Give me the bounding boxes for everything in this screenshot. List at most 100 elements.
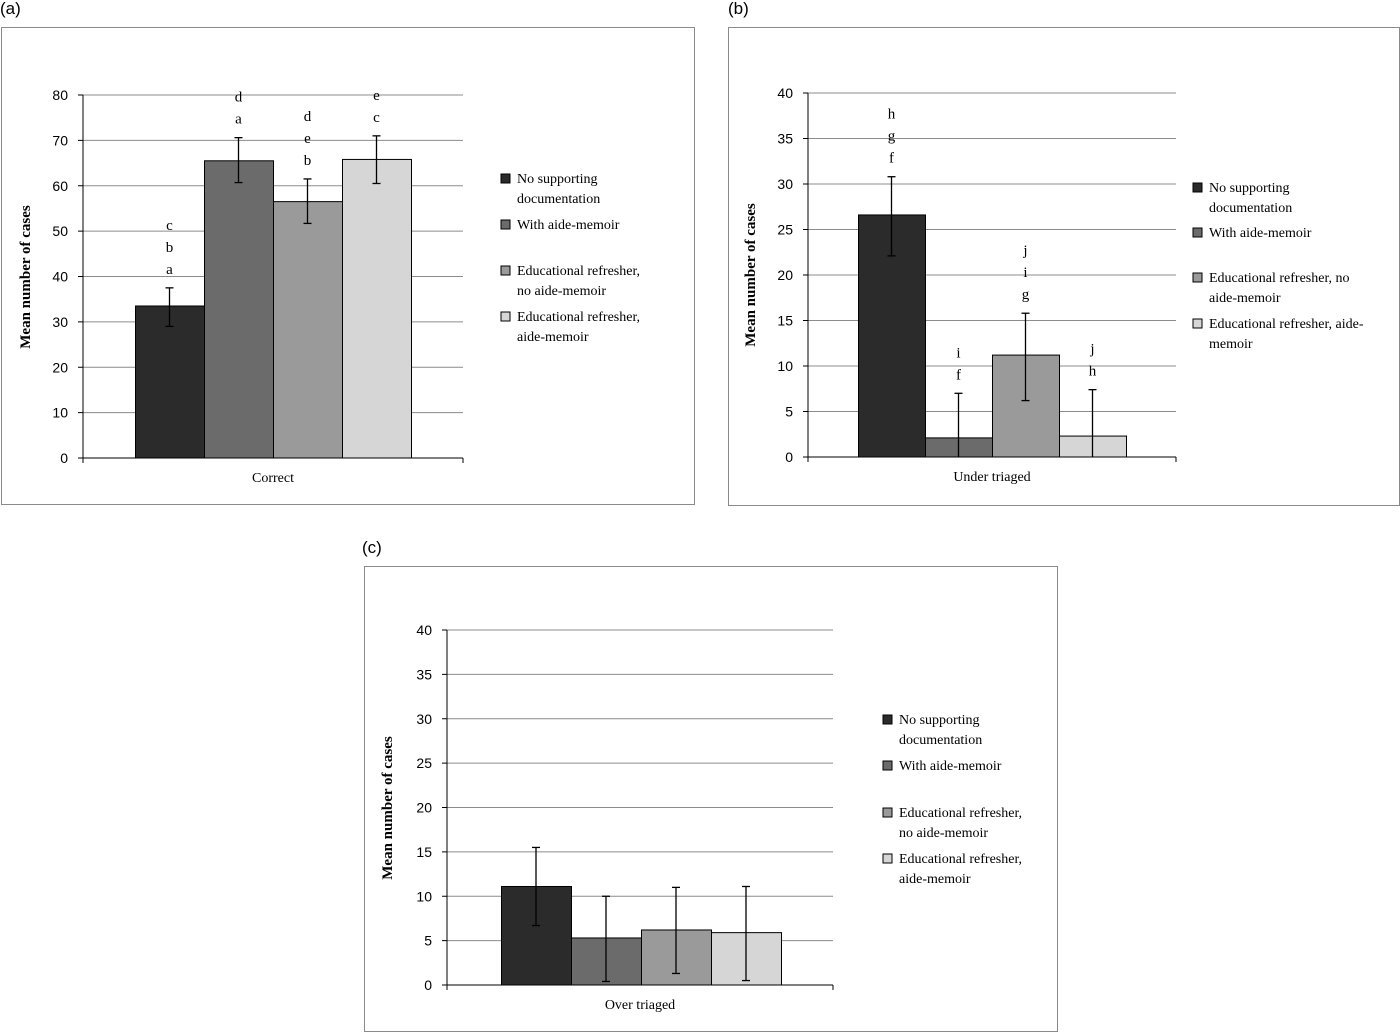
y-tick-label: 30 — [416, 711, 432, 727]
y-tick-label: 80 — [52, 87, 68, 103]
y-tick-label: 30 — [52, 314, 68, 330]
legend-label: No supporting — [517, 172, 598, 187]
significance-letter: d — [304, 109, 312, 125]
y-tick-label: 20 — [416, 800, 432, 816]
y-tick-label: 10 — [416, 888, 432, 904]
bar — [135, 305, 205, 459]
legend-label: No supporting — [1209, 181, 1290, 196]
y-tick-label: 40 — [416, 622, 432, 638]
legend-label: With aide-memoir — [899, 759, 1002, 774]
legend-label: Educational refresher, aide- — [1209, 317, 1364, 332]
legend-label: With aide-memoir — [517, 218, 620, 233]
legend-item: Educational refresher, no aide-memoir — [882, 806, 1022, 841]
legend-item: Educational refresher, aide-memoir — [1192, 317, 1364, 352]
y-tick-label: 15 — [777, 313, 793, 329]
y-tick-label: 5 — [785, 404, 793, 420]
bar — [204, 160, 274, 459]
significance-letter: e — [304, 131, 311, 147]
y-tick-label: 20 — [777, 267, 793, 283]
y-tick-label: 25 — [416, 755, 432, 771]
y-tick-label: 40 — [777, 85, 793, 101]
legend-swatch — [882, 714, 893, 725]
legend-swatch — [1192, 318, 1203, 329]
legend: No supporting documentation With aide-memo… — [500, 172, 640, 345]
y-tick-label: 0 — [785, 449, 793, 465]
y-tick-label: 35 — [777, 131, 793, 147]
significance-letter: d — [235, 90, 243, 106]
significance-letter: h — [1089, 364, 1097, 380]
significance-letter: f — [889, 151, 894, 167]
y-tick-label: 0 — [60, 450, 68, 466]
legend-swatch — [500, 173, 511, 184]
legend-swatch — [882, 807, 893, 818]
y-axis-label: Mean number of cases — [380, 736, 396, 880]
legend-label: aide-memoir — [517, 330, 589, 345]
legend-item: With aide-memoir — [882, 759, 1002, 774]
legend-label: no aide-memoir — [899, 826, 988, 841]
legend-label: Educational refresher, — [899, 806, 1022, 821]
significance-letter: j — [1089, 342, 1094, 358]
significance-letter: c — [166, 218, 173, 234]
legend-item: No supporting documentation — [500, 172, 600, 207]
legend-label: documentation — [517, 192, 600, 207]
y-tick-label: 60 — [52, 178, 68, 194]
significance-letter: c — [373, 110, 380, 126]
significance-letter: b — [166, 240, 174, 256]
y-tick-label: 70 — [52, 132, 68, 148]
significance-letter: i — [1023, 265, 1027, 281]
y-axis-label: Mean number of cases — [743, 203, 759, 347]
y-tick-label: 10 — [52, 405, 68, 421]
x-category-label: Correct — [252, 471, 294, 486]
legend-label: aide-memoir — [899, 872, 971, 887]
legend-label: Educational refresher, no — [1209, 271, 1350, 286]
significance-letter: e — [373, 88, 380, 104]
y-axis-label: Mean number of cases — [18, 205, 34, 349]
legend-label: documentation — [1209, 201, 1292, 216]
legend: No supporting documentation With aide-memo… — [1192, 181, 1364, 352]
y-tick-label: 25 — [777, 222, 793, 238]
legend-swatch — [500, 311, 511, 322]
significance-letter: h — [888, 107, 896, 123]
y-tick-label: 20 — [52, 359, 68, 375]
legend-swatch — [500, 265, 511, 276]
legend-label: Educational refresher, — [517, 310, 640, 325]
legend-item: With aide-memoir — [1192, 226, 1312, 241]
legend-swatch — [1192, 227, 1203, 238]
x-category-label: Under triaged — [953, 470, 1030, 485]
panel-label: (a) — [0, 0, 21, 18]
panel-label: (c) — [362, 538, 382, 557]
legend-item: Educational refresher, aide-memoir — [500, 310, 640, 345]
significance-letter: g — [1022, 287, 1030, 303]
panel-label: (b) — [728, 0, 749, 18]
legend-swatch — [882, 760, 893, 771]
legend-item: Educational refresher, no aide-memoir — [500, 264, 640, 299]
legend-label: aide-memoir — [1209, 291, 1281, 306]
chart-panel-a: (a) 0 10 20 30 40 50 60 70 80 Mean number of cases… — [0, 0, 695, 505]
y-tick-label: 0 — [424, 977, 432, 993]
legend-label: No supporting — [899, 713, 980, 728]
bar — [342, 158, 412, 459]
y-tick-label: 10 — [777, 358, 793, 374]
significance-letter: j — [1022, 243, 1027, 259]
x-category-label: Over triaged — [605, 998, 675, 1013]
y-tick-label: 15 — [416, 844, 432, 860]
significance-letter: i — [956, 345, 960, 361]
legend-label: memoir — [1209, 337, 1253, 352]
y-tick-label: 40 — [52, 269, 68, 285]
significance-letter: a — [166, 262, 173, 278]
chart-panel-c: (c) 0 5 10 15 20 25 30 35 40 Mean number of cases O… — [362, 538, 1058, 1032]
significance-letter: a — [235, 112, 242, 128]
legend-label: documentation — [899, 733, 982, 748]
legend-swatch — [882, 853, 893, 864]
significance-letter: g — [888, 129, 896, 145]
legend-item: With aide-memoir — [500, 218, 620, 233]
legend-label: no aide-memoir — [517, 284, 606, 299]
chart-panel-b: (b) 0 5 10 15 20 25 30 35 40 Mean number of cases f… — [728, 0, 1400, 506]
chart-frame — [728, 27, 1400, 506]
legend-swatch — [1192, 182, 1203, 193]
legend-item: No supporting documentation — [882, 713, 982, 748]
legend-label: With aide-memoir — [1209, 226, 1312, 241]
y-tick-label: 30 — [777, 176, 793, 192]
legend-swatch — [1192, 272, 1203, 283]
